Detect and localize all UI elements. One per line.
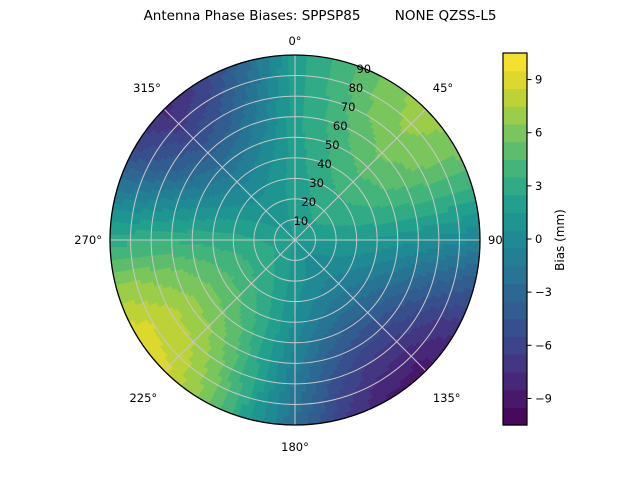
colorbar[interactable]: 9 6 3 0 −3 −6 −9 — [502, 52, 552, 426]
radial-tick-20: 20 — [301, 195, 316, 209]
radial-tick-60: 60 — [333, 119, 348, 133]
radial-tick-90: 90 — [356, 62, 371, 76]
colorbar-tick-label-2: 3 — [535, 179, 542, 193]
angular-tick-180: 180° — [281, 440, 309, 454]
angular-tick-0: 0° — [288, 34, 301, 48]
colorbar-tick-label-4: −3 — [535, 285, 552, 299]
angular-tick-45: 45° — [433, 81, 453, 95]
angular-tick-135: 135° — [433, 391, 461, 405]
angular-gridline-135 — [294, 239, 427, 372]
angular-tick-270: 270° — [74, 233, 102, 247]
page-title: Antenna Phase Biases: SPPSP85 NONE QZSS-… — [0, 8, 640, 24]
colorbar-axis-label: Bias (mm) — [553, 209, 567, 271]
radial-tick-50: 50 — [325, 138, 340, 152]
polar-gridlines — [110, 55, 480, 425]
radial-tick-70: 70 — [341, 100, 356, 114]
radial-tick-labels: 10 20 30 40 50 60 70 80 90 — [294, 62, 372, 228]
angular-gridline-315 — [163, 108, 296, 241]
angular-gridline-225 — [163, 239, 296, 372]
colorbar-tick-label-5: −6 — [535, 338, 552, 352]
colorbar-tick-label-0: 9 — [535, 73, 542, 87]
radial-tick-10: 10 — [294, 214, 309, 228]
polar-spine — [109, 54, 481, 426]
colorbar-tick-label-6: −9 — [535, 391, 552, 405]
colorbar-tick-label-1: 6 — [535, 126, 542, 140]
angular-tick-315: 315° — [133, 81, 161, 95]
radial-tick-40: 40 — [317, 157, 332, 171]
angular-tick-90: 90 — [488, 233, 503, 247]
colorbar-tick-label-3: 0 — [535, 232, 542, 246]
radial-tick-80: 80 — [349, 81, 364, 95]
angular-tick-labels: 0° 45° 90 135° 180° 225° 270° 315° — [74, 34, 502, 454]
angular-tick-225: 225° — [129, 391, 157, 405]
angular-gridline-45 — [294, 108, 427, 241]
radial-tick-30: 30 — [309, 176, 324, 190]
